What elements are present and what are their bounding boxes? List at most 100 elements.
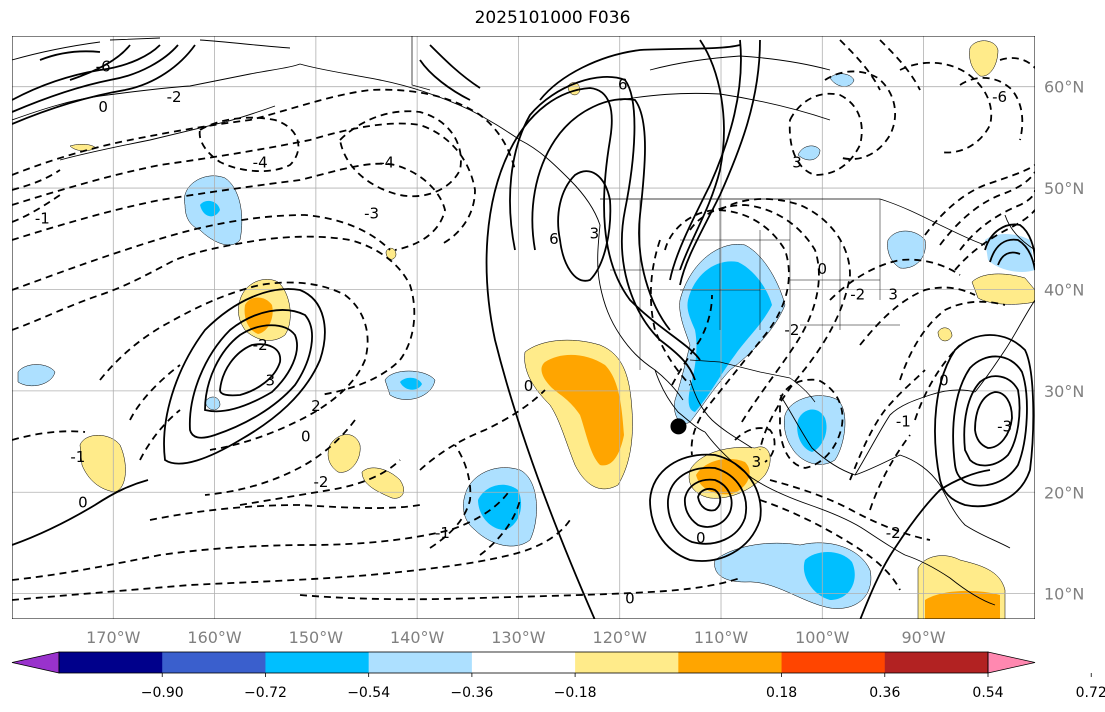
gridlines xyxy=(12,36,1035,619)
alaska-low-dashed-2 xyxy=(12,122,476,246)
canada-dashed-1 xyxy=(788,92,863,176)
contour-label: 6 xyxy=(549,230,559,248)
pacific-dashed-3 xyxy=(99,281,369,451)
baja-trough-2 xyxy=(689,204,820,426)
colorbar-tick-label: 0.54 xyxy=(972,685,1003,701)
colorbar xyxy=(11,651,1036,674)
colorbar-segment xyxy=(678,652,783,673)
lat-tick-label: 30°N xyxy=(1044,382,1084,401)
ridge-contour-3 xyxy=(531,98,671,331)
lon-tick-label: 120°W xyxy=(593,628,648,647)
east-high-2 xyxy=(952,355,1028,487)
lat-tick-label: 50°N xyxy=(1044,179,1084,198)
coastline-gulf xyxy=(854,389,976,476)
colorbar-segment xyxy=(265,652,370,673)
blue-region-midwest xyxy=(887,230,926,269)
longitude-ticks: 170°W 160°W 150°W 140°W 130°W 120°W 110°W 100°W… xyxy=(86,628,946,647)
contour-label: 0 xyxy=(98,98,108,116)
central-dashed-3 xyxy=(849,369,926,511)
coastline-north xyxy=(12,37,291,61)
trough-west-upper-2 xyxy=(669,39,742,281)
south-dashed-1 xyxy=(239,459,401,506)
lon-tick-label: 160°W xyxy=(187,628,242,647)
tropical-low-3 xyxy=(683,478,733,528)
pacific-dashed-zero xyxy=(299,577,741,601)
colorbar-segment xyxy=(471,652,576,673)
map-title: 2025101000 F036 xyxy=(474,8,631,28)
alaska-low-contours xyxy=(12,44,196,125)
colorbar-tick-label: 0.18 xyxy=(766,685,797,701)
contour-label: 0 xyxy=(78,493,88,511)
bering-dashed xyxy=(12,169,61,223)
latitude-ticks: 60°N 50°N 40°N 30°N 20°N 10°N xyxy=(1044,78,1084,604)
pacific-dashed-5 xyxy=(12,409,181,461)
yellow-region-south2 xyxy=(361,467,404,499)
contour-label: 3 xyxy=(888,286,898,304)
ridge-contour-outer xyxy=(485,87,701,619)
deep-blue-hawaii xyxy=(400,377,422,390)
tropical-low-inner xyxy=(697,487,722,512)
zero-line-west xyxy=(12,479,149,546)
hawaii-high-inner xyxy=(219,343,281,397)
baja-trough-1 xyxy=(664,209,790,456)
north-east-high xyxy=(984,223,1035,271)
contour-label: -4 xyxy=(379,154,394,172)
northeast-dashed-2 xyxy=(924,164,1035,246)
colorbar-tick-label: 0.72 xyxy=(1076,685,1105,701)
contour-label: 0 xyxy=(818,260,828,278)
colorbar-segment xyxy=(884,652,989,673)
central-dashed-1 xyxy=(759,499,901,591)
east-high-outer xyxy=(934,334,1035,508)
tropical-dashed-1 xyxy=(419,389,546,556)
trough-west-upper-3 xyxy=(679,39,761,286)
border-us-mexico xyxy=(689,359,816,403)
contour-label: -2 xyxy=(167,88,182,106)
hawaii-high-outer xyxy=(163,288,326,465)
lon-tick-label: 90°W xyxy=(901,628,945,647)
coastline-aleutian xyxy=(59,105,276,161)
yellow-region-south xyxy=(327,434,361,473)
contour-label: 0 xyxy=(939,372,949,390)
coastline-east xyxy=(974,214,1035,393)
contour-label: -2 xyxy=(850,286,865,304)
trough-west-upper xyxy=(539,39,741,271)
colorbar-segment xyxy=(575,652,679,673)
colorbar-segment xyxy=(162,652,266,673)
orange-region-caribbean xyxy=(925,590,1000,619)
deep-blue-aleutian xyxy=(200,200,220,217)
contour-label: -1 xyxy=(35,210,50,228)
colorbar-tick-label: −0.36 xyxy=(450,685,493,701)
colorbar-tick-label: 0.36 xyxy=(869,685,900,701)
contours-solid xyxy=(12,39,1035,619)
zero-line-southeast xyxy=(859,469,991,619)
colorbar-outline xyxy=(58,651,989,674)
colorbar-segment xyxy=(59,652,163,673)
baja-dashed-inner xyxy=(671,294,713,386)
contour-label: 3 xyxy=(752,453,762,471)
lon-tick-label: 130°W xyxy=(491,628,546,647)
contour-label: -3 xyxy=(364,204,379,222)
lat-tick-label: 10°N xyxy=(1044,585,1084,604)
contour-label: 6 xyxy=(618,76,628,94)
hawaii-high-2 xyxy=(189,309,313,439)
yellow-region-west xyxy=(79,435,126,493)
contour-label: -2 xyxy=(886,524,901,542)
contour-label: -1 xyxy=(70,448,85,466)
colorbar-extend-low xyxy=(11,651,60,674)
lon-tick-label: 110°W xyxy=(694,628,749,647)
east-dashed-2 xyxy=(899,300,1006,421)
yellow-small-4 xyxy=(937,327,953,342)
alaska-low-dashed-5 xyxy=(198,116,300,173)
coastline-baja xyxy=(654,369,753,449)
deep-blue-mexico xyxy=(797,409,827,452)
orange-region-offshore xyxy=(541,354,624,466)
blue-region-west xyxy=(17,364,56,387)
contour-label: -1 xyxy=(435,524,450,542)
baja-trough-3 xyxy=(719,198,851,451)
north-central-contours xyxy=(419,44,481,101)
alaska-low-dashed-3 xyxy=(12,162,446,251)
deep-blue-central-america xyxy=(803,552,855,600)
colorbar-tick-label: −0.90 xyxy=(141,685,184,701)
